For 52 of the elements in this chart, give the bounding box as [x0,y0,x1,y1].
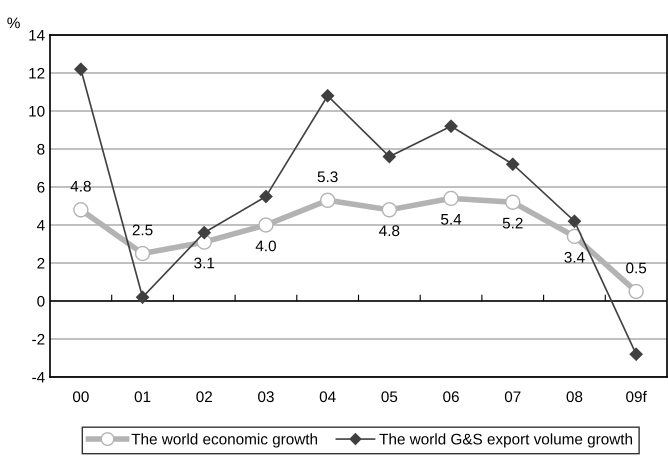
x-tick-label: 08 [566,391,582,402]
y-tick-label: -2 [32,334,44,345]
data-label: 3.1 [194,258,214,268]
point [505,194,520,210]
y-tick-label: 8 [37,144,44,155]
point [321,89,334,102]
point [136,290,150,304]
y-tick-label: 6 [37,182,44,193]
point [198,226,211,240]
x-tick-label: 07 [504,391,520,402]
x-tick-label: 03 [258,391,274,402]
point [443,190,459,206]
y-tick-label: 2 [37,258,44,269]
point [320,192,336,208]
x-tick-label: 04 [320,391,336,402]
data-label: 4.8 [70,180,91,192]
x-tick-label: 02 [196,391,212,402]
x-tick-label: 06 [443,391,459,402]
x-tick-label: 01 [134,391,150,402]
data-label: 0.5 [626,262,646,274]
x-tick-label: 09f [626,390,647,402]
data-label: 4.0 [256,240,276,252]
legend-label: The world economic growth [132,433,318,448]
data-label: 5.4 [441,214,462,225]
data-label: 4.8 [379,225,400,236]
point [259,190,273,204]
y-tick-label: 10 [29,106,45,117]
point [382,202,397,218]
y-axis-title: % [7,18,20,28]
point [444,120,458,133]
point [566,228,582,244]
point [258,217,274,233]
point [506,158,520,171]
point [73,202,88,218]
y-tick-label: 0 [37,296,45,307]
point [382,150,396,164]
data-label: 5.2 [502,218,523,229]
y-tick-label: 12 [29,68,44,79]
point [568,214,582,228]
x-tick-label: 05 [381,391,398,402]
point [628,284,644,300]
y-tick-label: 14 [29,30,45,41]
data-label: 2.5 [132,224,153,236]
data-label: 5.3 [318,171,338,182]
data-label: 3.4 [564,252,585,263]
y-tick-label: -4 [32,372,45,383]
legend-label: The world G&S export volume growth [379,433,632,448]
x-tick-label: 00 [72,391,89,402]
point [74,62,88,76]
point [630,348,643,361]
point [134,246,150,262]
y-tick-label: 4 [36,220,45,231]
